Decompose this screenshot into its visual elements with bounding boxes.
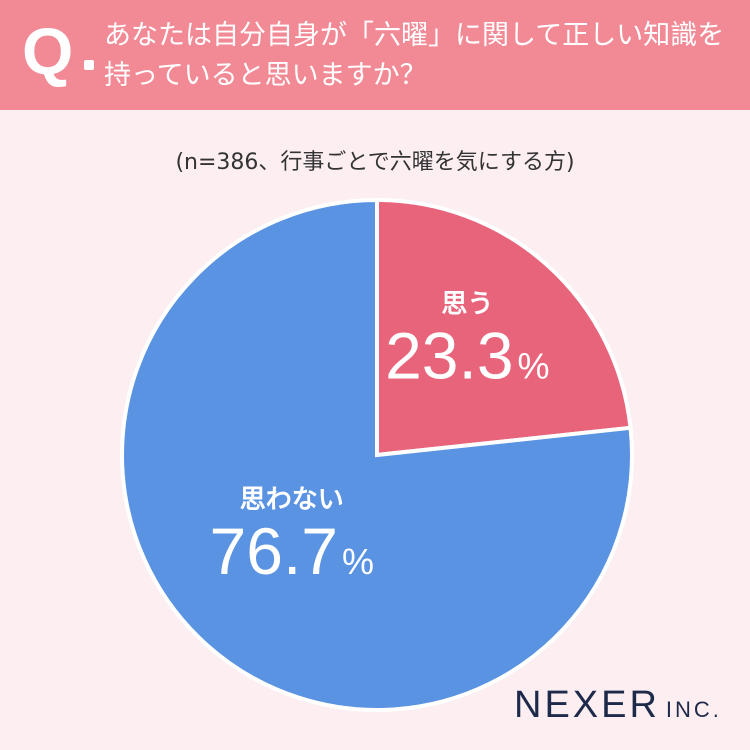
sample-note: (n=386、行事ごとで六曜を気にする方) bbox=[175, 150, 575, 175]
logo-suffix: INC. bbox=[665, 697, 722, 722]
value-unit-omou: % bbox=[518, 345, 550, 386]
category-label-omowanai: 思わない bbox=[240, 485, 344, 515]
question-text: あなたは自分自身が「六曜」に関して正しい知識を持っていると思いますか？ bbox=[104, 20, 725, 91]
value-number-omowanai: 76.7 bbox=[210, 514, 338, 588]
logo-name: NEXER bbox=[514, 684, 660, 726]
value-label-omowanai: 76.7% bbox=[210, 514, 374, 588]
pie-slice-omou bbox=[375, 197, 633, 458]
nexer-logo: NEXER INC. bbox=[514, 684, 722, 727]
category-label-omou: 思う bbox=[441, 289, 493, 319]
q-mark: Q bbox=[22, 14, 74, 88]
pie-slice-omowanai bbox=[120, 197, 634, 712]
q-dot bbox=[84, 60, 94, 70]
value-unit-omowanai: % bbox=[342, 541, 374, 582]
value-number-omou: 23.3 bbox=[385, 318, 513, 392]
value-label-omou: 23.3% bbox=[385, 318, 549, 392]
question-header: Q あなたは自分自身が「六曜」に関して正しい知識を持っていると思いますか？ bbox=[0, 0, 750, 110]
